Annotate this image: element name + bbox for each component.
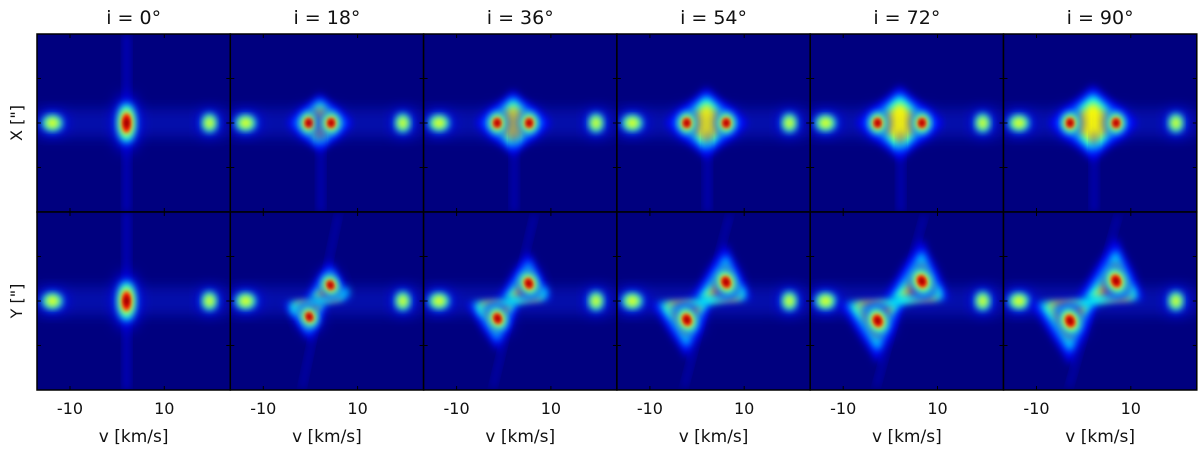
emission-blob bbox=[526, 280, 532, 287]
panel-r0-c4 bbox=[809, 33, 1005, 213]
emission-blob bbox=[397, 294, 408, 308]
emission-blob bbox=[724, 120, 729, 126]
central-stripe bbox=[704, 131, 711, 212]
emission-blob bbox=[1067, 120, 1073, 126]
emission-blob bbox=[1170, 116, 1181, 130]
x-tick-label: -10 bbox=[1023, 399, 1049, 418]
emission-blob bbox=[875, 317, 881, 324]
x-axis-label: v [km/s] bbox=[485, 427, 555, 447]
central-stripe bbox=[1091, 131, 1098, 212]
emission-blob bbox=[625, 117, 640, 129]
x-tick-label: -10 bbox=[444, 399, 470, 418]
emission-blob bbox=[124, 117, 129, 129]
x-tick-label: 10 bbox=[347, 399, 367, 418]
emission-blob bbox=[307, 314, 312, 320]
emission-blob bbox=[1113, 277, 1119, 285]
emission-spindle bbox=[1067, 101, 1119, 145]
emission-blob bbox=[1011, 295, 1026, 307]
panel-r0-c3 bbox=[616, 33, 811, 213]
emission-blob bbox=[919, 278, 925, 285]
emission-blob bbox=[784, 294, 795, 308]
emission-blob bbox=[977, 116, 988, 130]
panel-r0-c1 bbox=[229, 33, 425, 213]
panel-grid bbox=[36, 33, 1198, 391]
emission-blob bbox=[1067, 317, 1073, 325]
emission-blob bbox=[723, 279, 729, 286]
x-tick-label: -10 bbox=[250, 399, 276, 418]
x-tick-label: -10 bbox=[637, 399, 663, 418]
emission-blob bbox=[495, 315, 500, 322]
x-tick-label: 10 bbox=[927, 399, 947, 418]
annotations: i = 0° -10 10 v [km/s] i = 18° -10 10 v [km/s] i… bbox=[7, 7, 1141, 447]
panel-r1-c4 bbox=[809, 211, 1005, 391]
column-title-2: i = 36° bbox=[487, 7, 554, 29]
panel-r0-c2 bbox=[422, 33, 618, 213]
emission-blob bbox=[397, 116, 408, 130]
emission-blob bbox=[875, 120, 880, 126]
panel-r1-c5 bbox=[1002, 211, 1198, 391]
x-tick-label: -10 bbox=[57, 399, 83, 418]
emission-blob bbox=[784, 116, 795, 130]
panel-r0-c5 bbox=[1002, 33, 1198, 213]
panel-r1-c1 bbox=[229, 211, 425, 391]
x-tick-label: 10 bbox=[1121, 399, 1141, 418]
emission-blob bbox=[818, 295, 833, 307]
emission-blob bbox=[527, 120, 532, 126]
x-tick-label: -10 bbox=[830, 399, 856, 418]
emission-blob bbox=[919, 120, 925, 126]
central-stripe bbox=[511, 131, 518, 212]
emission-blob bbox=[45, 295, 60, 307]
emission-blob bbox=[328, 120, 334, 126]
emission-blob bbox=[684, 316, 690, 323]
emission-blob bbox=[432, 295, 447, 307]
emission-spindle bbox=[875, 102, 925, 144]
y-axis-label-0: X ["] bbox=[7, 105, 26, 141]
emission-blob bbox=[1113, 120, 1119, 126]
emission-blob bbox=[591, 116, 602, 130]
panel-r1-c0 bbox=[36, 211, 232, 391]
column-title-3: i = 54° bbox=[680, 7, 747, 29]
emission-blob bbox=[625, 295, 640, 307]
column-title-5: i = 90° bbox=[1067, 7, 1134, 29]
emission-blob bbox=[1170, 294, 1181, 308]
x-tick-label: 10 bbox=[154, 399, 174, 418]
x-tick-label: 10 bbox=[734, 399, 754, 418]
emission-blob bbox=[45, 117, 60, 129]
emission-blob bbox=[124, 295, 129, 307]
emission-blob bbox=[684, 120, 689, 126]
emission-blob bbox=[495, 120, 500, 126]
emission-blob bbox=[238, 295, 253, 307]
emission-blob bbox=[977, 294, 988, 308]
emission-blob bbox=[818, 117, 833, 129]
panel-r1-c3 bbox=[616, 211, 811, 391]
emission-blob bbox=[204, 294, 215, 308]
central-stripe bbox=[317, 131, 324, 212]
panel-r0-c0 bbox=[36, 33, 232, 213]
column-title-4: i = 72° bbox=[873, 7, 940, 29]
y-axis-label-1: Y ["] bbox=[7, 284, 26, 320]
emission-blob bbox=[306, 120, 311, 126]
emission-blob bbox=[432, 117, 447, 129]
x-axis-label: v [km/s] bbox=[679, 427, 749, 447]
emission-blob bbox=[328, 282, 333, 288]
column-title-0: i = 0° bbox=[106, 7, 161, 29]
emission-blob bbox=[591, 294, 602, 308]
x-axis-label: v [km/s] bbox=[1065, 427, 1135, 447]
x-axis-label: v [km/s] bbox=[99, 427, 169, 447]
x-axis-label: v [km/s] bbox=[872, 427, 942, 447]
panel-r1-c2 bbox=[422, 211, 618, 391]
emission-blob bbox=[238, 117, 253, 129]
x-tick-label: 10 bbox=[541, 399, 561, 418]
central-stripe bbox=[897, 131, 904, 212]
column-title-1: i = 18° bbox=[293, 7, 360, 29]
x-axis-label: v [km/s] bbox=[292, 427, 362, 447]
emission-blob bbox=[204, 116, 215, 130]
emission-blob bbox=[1011, 117, 1026, 129]
